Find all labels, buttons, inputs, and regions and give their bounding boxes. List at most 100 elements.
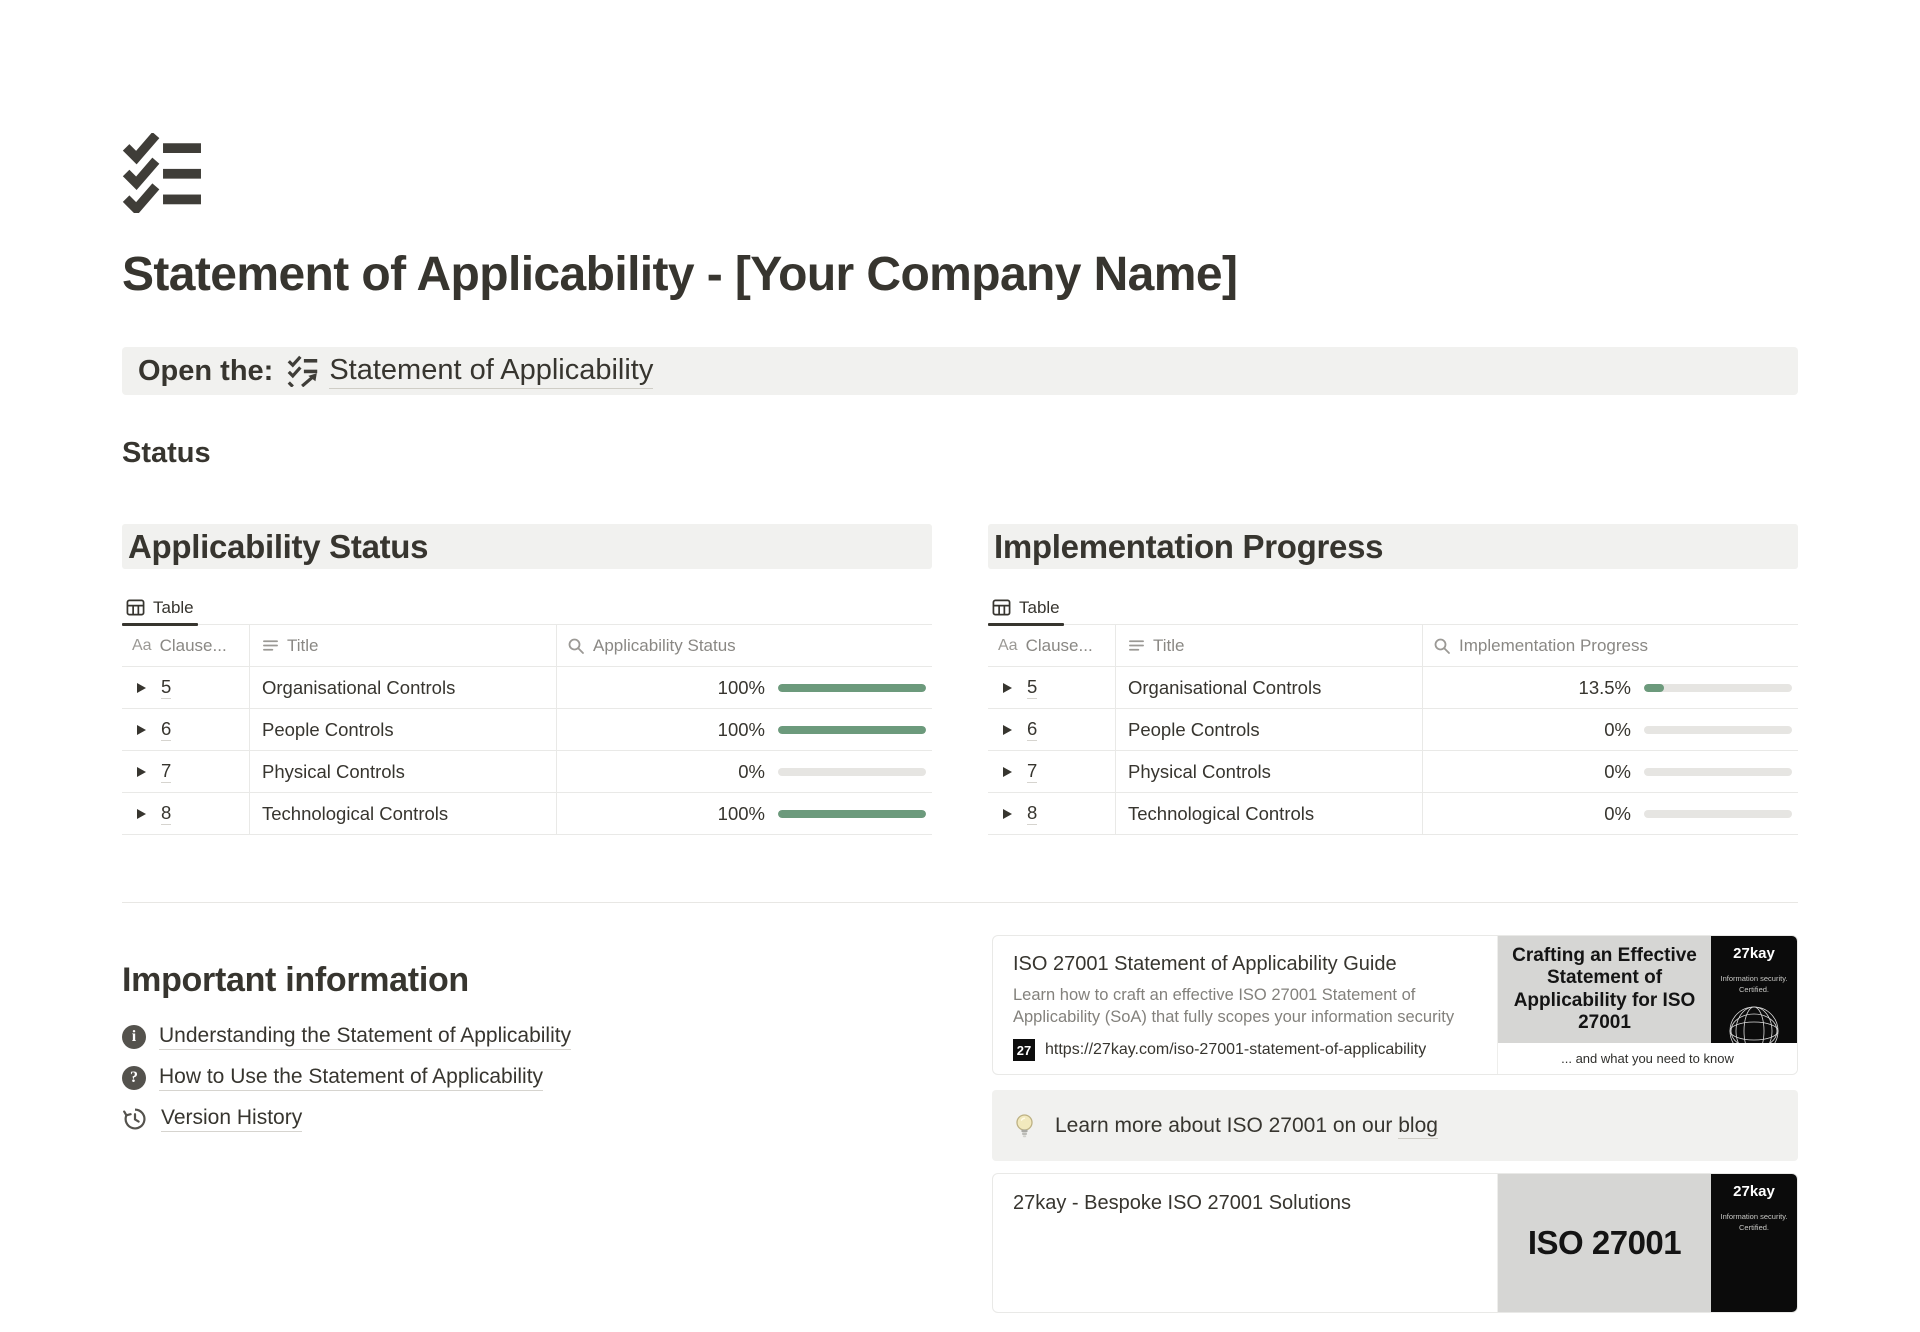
- understanding-soa-link[interactable]: Understanding the Statement of Applicabi…: [159, 1024, 572, 1050]
- page-icon[interactable]: [122, 132, 202, 216]
- clause-link[interactable]: 7: [1027, 760, 1038, 784]
- brand-tagline: Information security. Certified.: [1720, 974, 1788, 995]
- table-row[interactable]: 5 Organisational Controls 100%: [122, 667, 932, 710]
- table-row[interactable]: 7 Physical Controls 0%: [988, 751, 1798, 794]
- progress-bar: [778, 725, 926, 734]
- table-row[interactable]: 6 People Controls 100%: [122, 709, 932, 752]
- clause-link[interactable]: 5: [161, 676, 172, 700]
- table-row[interactable]: 7 Physical Controls 0%: [122, 751, 932, 794]
- progress-bar: [1644, 809, 1792, 818]
- column-header-title[interactable]: Title: [250, 625, 557, 667]
- tab-table-view[interactable]: Table: [988, 590, 1064, 627]
- globe-wireframe-icon: [1729, 1006, 1779, 1044]
- 27kay-favicon: 27: [1013, 1039, 1035, 1062]
- clause-link[interactable]: 6: [161, 718, 172, 742]
- expand-toggle-icon[interactable]: [1003, 724, 1012, 735]
- clause-link[interactable]: 5: [1027, 676, 1038, 700]
- tab-table-view[interactable]: Table: [122, 590, 198, 627]
- table-row[interactable]: 8 Technological Controls 100%: [122, 793, 932, 836]
- column-header-metric[interactable]: Applicability Status: [557, 625, 932, 666]
- blog-callout: Learn more about ISO 27001 on our blog: [992, 1090, 1798, 1162]
- link-to-page-icon: [287, 355, 319, 388]
- row-title: Organisational Controls: [262, 676, 456, 698]
- version-history-icon: [123, 1108, 146, 1130]
- column-label: Implementation Progress: [1459, 635, 1648, 655]
- open-callout: Open the: Statement of Applicability: [122, 347, 1798, 396]
- applicability-status-table: Applicability Status Table Aa Clause...: [122, 524, 932, 836]
- bookmark-url: https://27kay.com/iso-27001-statement-of…: [1045, 1041, 1427, 1059]
- section-divider: [122, 902, 1798, 904]
- checklist-icon: [122, 132, 201, 216]
- page-title: Statement of Applicability - [Your Compa…: [122, 248, 1238, 301]
- clause-link[interactable]: 8: [161, 802, 172, 826]
- bookmark-card-27kay-solutions[interactable]: 27kay - Bespoke ISO 27001 Solutions ISO …: [992, 1173, 1798, 1314]
- expand-toggle-icon[interactable]: [1003, 808, 1012, 819]
- important-info-heading: Important information: [122, 961, 469, 1000]
- percent-value: 100%: [717, 802, 765, 824]
- progress-bar: [778, 809, 926, 818]
- bookmark-info: 27kay - Bespoke ISO 27001 Solutions: [993, 1174, 1497, 1312]
- row-title: Physical Controls: [262, 760, 405, 782]
- brand-tagline: Information security. Certified.: [1720, 1212, 1788, 1233]
- expand-toggle-icon[interactable]: [137, 682, 146, 693]
- text-property-icon: [263, 640, 278, 651]
- brand-panel: 27kay Information security. Certified.: [1711, 1174, 1797, 1313]
- column-header-clause[interactable]: Aa Clause...: [988, 625, 1116, 667]
- row-title: Technological Controls: [1128, 802, 1315, 824]
- blog-link[interactable]: blog: [1398, 1113, 1438, 1139]
- progress-bar: [778, 683, 926, 692]
- tab-label: Table: [1019, 597, 1060, 617]
- title-property-icon: Aa: [132, 636, 152, 654]
- table-heading: Implementation Progress: [994, 527, 1384, 565]
- version-history-link[interactable]: Version History: [161, 1106, 303, 1132]
- progress-bar: [778, 767, 926, 776]
- table-row[interactable]: 8 Technological Controls 0%: [988, 793, 1798, 836]
- percent-value: 13.5%: [1578, 676, 1631, 698]
- percent-value: 0%: [1604, 718, 1631, 740]
- bookmark-title: 27kay - Bespoke ISO 27001 Solutions: [1013, 1192, 1351, 1215]
- expand-toggle-icon[interactable]: [1003, 766, 1012, 777]
- bookmark-card-soa-guide[interactable]: ISO 27001 Statement of Applicability Gui…: [992, 935, 1798, 1076]
- title-property-icon: Aa: [998, 636, 1018, 654]
- lightbulb-icon: [1016, 1114, 1033, 1138]
- tab-label: Table: [153, 597, 194, 617]
- tables-row: Applicability Status Table Aa Clause...: [122, 524, 1798, 836]
- table-heading-block: Applicability Status: [122, 524, 932, 570]
- column-label: Applicability Status: [593, 635, 736, 655]
- blog-text-prefix: Learn more about ISO 27001 on our: [1055, 1113, 1393, 1137]
- preview-headline: Crafting an Effective Statement of Appli…: [1512, 944, 1697, 1034]
- bookmark-info: ISO 27001 Statement of Applicability Gui…: [993, 936, 1497, 1074]
- column-header-metric[interactable]: Implementation Progress: [1423, 625, 1798, 666]
- view-tabs: Table: [988, 590, 1798, 627]
- callout-label: Open the:: [138, 354, 274, 387]
- clause-link[interactable]: 8: [1027, 802, 1038, 826]
- list-item: i Understanding the Statement of Applica…: [122, 1016, 936, 1057]
- clause-link[interactable]: 6: [1027, 718, 1038, 742]
- column-header-title[interactable]: Title: [1116, 625, 1423, 667]
- row-title: Physical Controls: [1128, 760, 1271, 782]
- percent-value: 0%: [1604, 760, 1631, 782]
- how-to-use-soa-link[interactable]: How to Use the Statement of Applicabilit…: [159, 1065, 544, 1091]
- statement-of-applicability-link[interactable]: Statement of Applicability: [329, 354, 654, 389]
- table-header-row: Aa Clause... Title Impl: [988, 625, 1798, 668]
- expand-toggle-icon[interactable]: [137, 808, 146, 819]
- preview-caption: ... and what you need to know: [1498, 1043, 1797, 1075]
- table-row[interactable]: 5 Organisational Controls 13.5%: [988, 667, 1798, 710]
- text-property-icon: [1129, 640, 1144, 651]
- status-heading: Status: [122, 437, 211, 470]
- column-header-clause[interactable]: Aa Clause...: [122, 625, 250, 667]
- clause-link[interactable]: 7: [161, 760, 172, 784]
- brand-logo: 27kay: [1733, 945, 1775, 963]
- expand-toggle-icon[interactable]: [137, 724, 146, 735]
- table-heading: Applicability Status: [128, 527, 429, 565]
- question-icon: ?: [122, 1065, 146, 1090]
- list-item: Version History: [122, 1098, 936, 1139]
- expand-toggle-icon[interactable]: [1003, 682, 1012, 693]
- column-label: Title: [1153, 635, 1185, 655]
- column-label: Clause...: [159, 635, 227, 655]
- percent-value: 100%: [717, 676, 765, 698]
- table-row[interactable]: 6 People Controls 0%: [988, 709, 1798, 752]
- expand-toggle-icon[interactable]: [137, 766, 146, 777]
- percent-value: 0%: [738, 760, 765, 782]
- progress-bar: [1644, 725, 1792, 734]
